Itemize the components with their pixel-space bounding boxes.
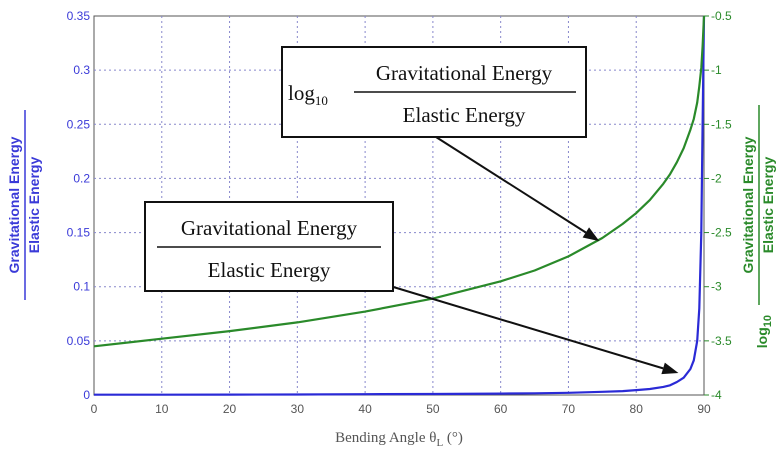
annotation-ratio-arrow [389,285,679,375]
x-axis-tick-label: 60 [494,402,508,416]
left-axis-tick-label: 0.15 [67,226,91,240]
left-axis-tick-label: 0.1 [73,280,90,294]
right-axis-tick-label: -3.5 [711,334,732,348]
x-axis-ticks: 0 10 20 30 40 50 60 70 80 90 [91,402,711,416]
right-axis-label-numerator: Gravitational Energy [740,136,756,273]
annotation-ratio-denominator: Elastic Energy [208,258,331,282]
x-axis-tick-label: 80 [630,402,644,416]
right-axis-label: log10 Gravitational Energy Elastic Energ… [740,105,776,348]
x-axis-tick-label: 70 [562,402,576,416]
right-axis-label-denominator: Elastic Energy [760,157,776,254]
x-axis-tick-label: 90 [697,402,711,416]
left-axis-label-numerator: Gravitational Energy [6,136,22,273]
right-axis-tick-label: -0.5 [711,9,732,23]
x-axis-tick-label: 30 [291,402,305,416]
series-line-2 [93,15,706,348]
right-axis-label-prefix: log10 [754,315,774,348]
x-axis-tick-label: 40 [358,402,372,416]
annotation-arrows [389,136,679,375]
annotation-log-denominator: Elastic Energy [403,103,526,127]
right-axis-tick-label: -2.5 [711,226,732,240]
annotation-log-prefix: log10 [288,81,328,108]
x-axis-tick-label: 20 [223,402,237,416]
annotation-log-ratio: log10 Gravitational Energy Elastic Energ… [281,46,587,138]
left-axis-label: Gravitational Energy Elastic Energy [6,110,42,300]
right-axis-tick-label: -2 [711,171,722,185]
right-axis-label-subscript: 10 [762,315,774,327]
x-axis-label-subscript: L [436,437,443,449]
right-axis-tick-label: -1 [711,63,722,77]
left-axis-tick-label: 0 [83,388,90,402]
x-axis-tick-label: 50 [426,402,440,416]
right-axis-tick-label: -1.5 [711,117,732,131]
left-axis-tick-label: 0.25 [67,117,91,131]
left-axis-tick-label: 0.3 [73,63,90,77]
right-axis-ticks: -4 -3.5 -3 -2.5 -2 -1.5 -1 -0.5 [704,9,732,402]
x-axis-tick-label: 10 [155,402,169,416]
annotation-ratio-numerator: Gravitational Energy [181,216,358,240]
left-axis-ticks: 0 0.05 0.1 0.15 0.2 0.25 0.3 0.35 [67,9,91,402]
right-axis-tick-label: -4 [711,388,722,402]
x-axis-tick-label: 0 [91,402,98,416]
annotation-log-subscript: 10 [315,93,328,108]
left-axis-label-denominator: Elastic Energy [26,157,42,254]
series-group [93,15,706,396]
left-axis-tick-label: 0.35 [67,9,91,23]
left-axis-tick-label: 0.05 [67,334,91,348]
annotation-ratio: Gravitational Energy Elastic Energy [144,201,394,292]
annotation-log-arrow [435,136,600,242]
annotation-log-numerator: Gravitational Energy [376,61,553,85]
right-axis-tick-label: -3 [711,280,722,294]
left-axis-tick-label: 0.2 [73,171,90,185]
x-axis-label: Bending Angle θL (°) [335,430,463,449]
x-axis-label-suffix: (°) [443,430,463,446]
series-line-1 [94,15,706,396]
